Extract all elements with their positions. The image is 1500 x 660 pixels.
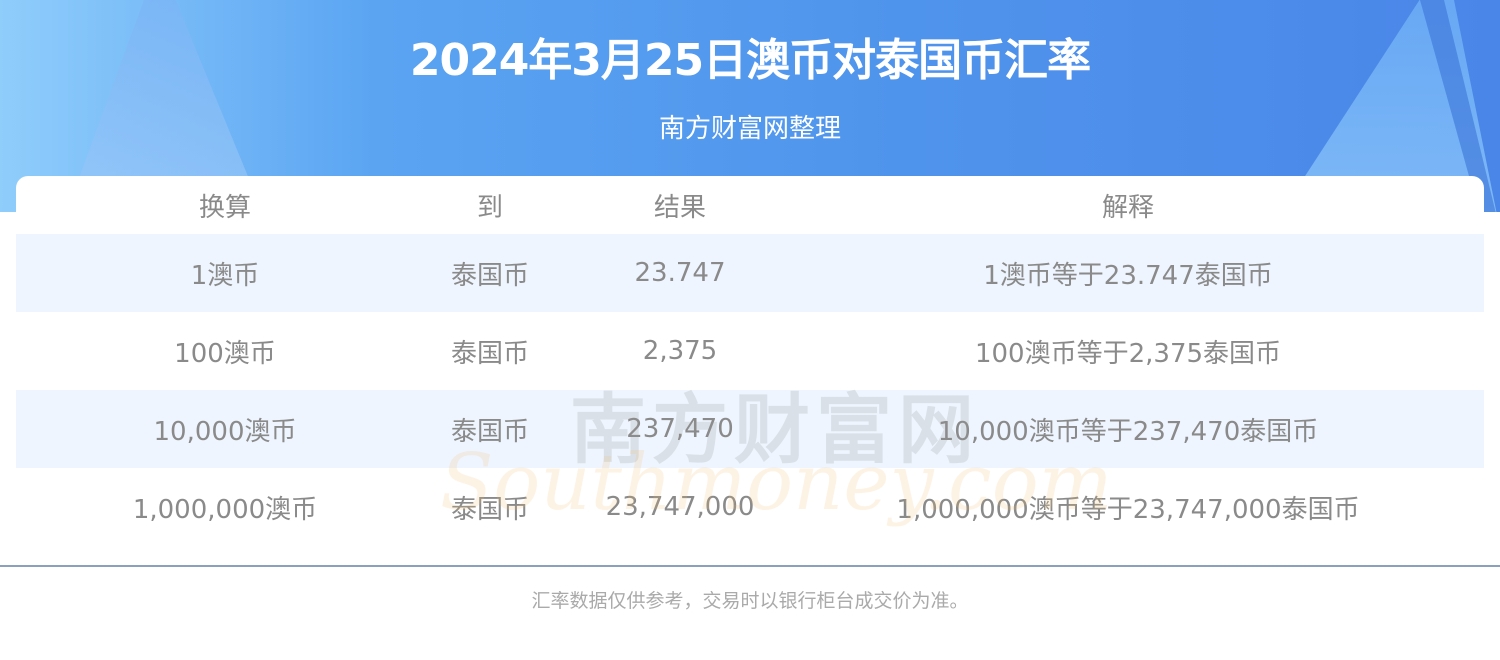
footer-note: 汇率数据仅供参考，交易时以银行柜台成交价为准。	[531, 590, 969, 612]
cell-amount: 1,000,000澳币	[132, 494, 318, 525]
cell-target: 泰国币	[450, 416, 530, 447]
column-header: 结果	[653, 192, 707, 223]
column-header: 解释	[1101, 192, 1155, 223]
cell-explanation: 1澳币等于23.747泰国币	[983, 260, 1273, 291]
table-row: 1,000,000澳币 泰国币 23,747,000 1,000,000澳币等于…	[16, 468, 1484, 546]
column-header: 到	[476, 192, 504, 223]
cell-explanation: 1,000,000澳币等于23,747,000泰国币	[896, 494, 1360, 525]
column-header: 换算	[198, 192, 252, 223]
cell-result: 23,747,000	[605, 492, 755, 522]
cell-result: 237,470	[626, 414, 734, 444]
divider	[0, 565, 1500, 567]
table-row: 1澳币 泰国币 23.747 1澳币等于23.747泰国币	[16, 234, 1484, 312]
table-header: 换算 到 结果 解释	[16, 176, 1484, 234]
table-row: 100澳币 泰国币 2,375 100澳币等于2,375泰国币	[16, 312, 1484, 390]
cell-target: 泰国币	[450, 338, 530, 369]
cell-amount: 100澳币	[174, 338, 276, 369]
cell-amount: 1澳币	[190, 260, 260, 291]
rate-table: 换算 到 结果 解释 1澳币 泰国币 23.747 1澳币等于23.747泰国币…	[16, 176, 1484, 566]
page-title: 2024年3月25日澳币对泰国币汇率	[409, 35, 1091, 86]
cell-result: 2,375	[642, 336, 718, 366]
table-row: 10,000澳币 泰国币 237,470 10,000澳币等于237,470泰国…	[16, 390, 1484, 468]
cell-target: 泰国币	[450, 260, 530, 291]
cell-amount: 10,000澳币	[153, 416, 297, 447]
cell-target: 泰国币	[450, 494, 530, 525]
page-subtitle: 南方财富网整理	[658, 114, 841, 144]
cell-explanation: 100澳币等于2,375泰国币	[974, 338, 1282, 369]
cell-explanation: 10,000澳币等于237,470泰国币	[937, 416, 1319, 447]
cell-result: 23.747	[634, 258, 726, 288]
